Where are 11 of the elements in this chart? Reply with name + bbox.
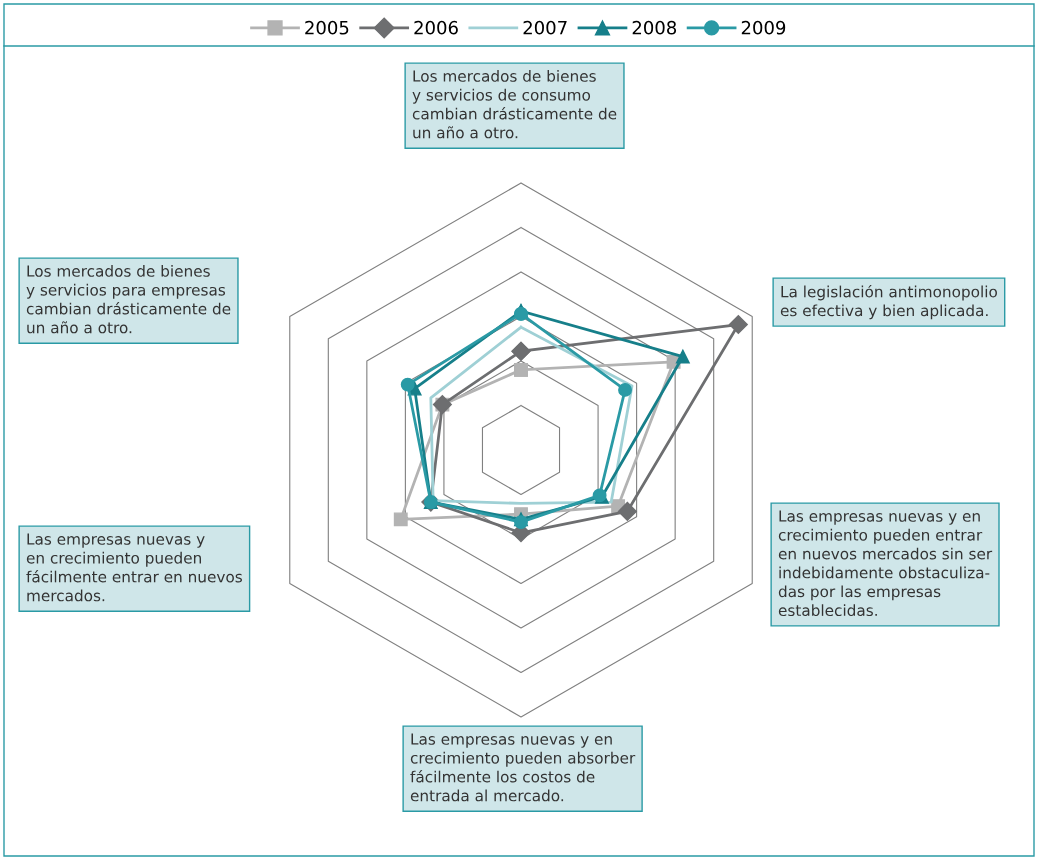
spoke-label: Las empresas nuevas y en crecimiento pueden entrar en nuevos mercados sin ser indebidamente obstaculiza- das por las empresas establecidas. xyxy=(778,510,993,617)
legend-label: 2006 xyxy=(414,20,458,35)
spoke-label: Las empresas nuevas y en crecimiento pueden fácilmente entrar en nuevos mercados. xyxy=(26,533,242,602)
spoke-label: Las empresas nuevas y en crecimiento pueden absorber fácilmente los costos de entrada al mercado. xyxy=(410,733,636,802)
legend-label: 2009 xyxy=(741,20,786,35)
spoke-label: Los mercados de bienes y servicios de consumo cambian drásticamente de un año a otro. xyxy=(412,70,617,139)
legend-label: 2008 xyxy=(632,20,677,35)
legend-label: 2005 xyxy=(305,20,349,35)
legend-label: 2007 xyxy=(523,20,567,35)
spoke-label: La legislación antimonopolio es efectiva y bien aplicada. xyxy=(780,285,997,320)
spoke-label: Los mercados de bienes y servicios para empresas cambian drásticamente de un año a otro. xyxy=(26,265,231,334)
